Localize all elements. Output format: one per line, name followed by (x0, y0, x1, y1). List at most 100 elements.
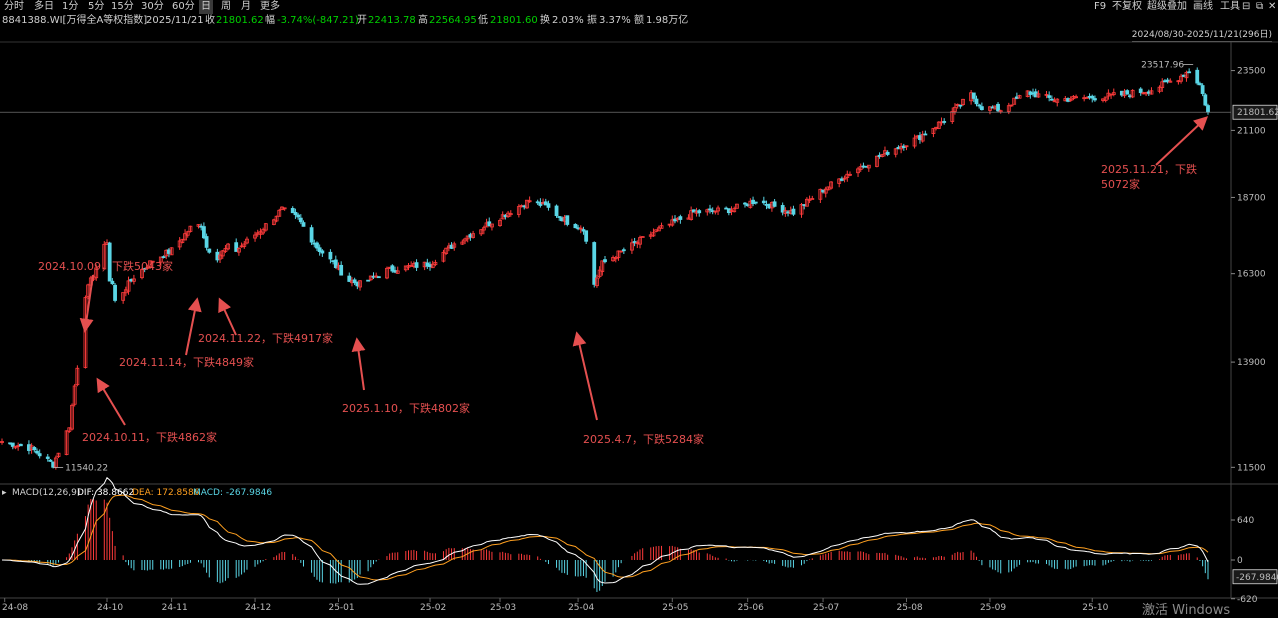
candle-body (226, 243, 231, 250)
candle-body (430, 263, 435, 269)
macd-current-box (1232, 569, 1278, 585)
candle-body (592, 242, 597, 285)
candle-body (638, 237, 642, 245)
candle-body (953, 106, 957, 112)
candle-body (856, 168, 860, 174)
x-tick-label-6: 25-03 (490, 603, 516, 613)
candle-body (479, 229, 484, 235)
candle-body (223, 248, 228, 252)
candle-body (390, 265, 395, 272)
toolbar-right-item-2[interactable]: 超级叠加 (1147, 1, 1187, 12)
candle-body (603, 259, 607, 263)
candle-body (837, 178, 842, 184)
candle-body (1017, 95, 1022, 99)
candle-body (376, 276, 381, 279)
x-tick-label-13: 25-10 (1082, 603, 1108, 613)
candle-body (823, 188, 828, 194)
period-tab-1[interactable]: 多日 (34, 1, 54, 12)
candle-body (565, 215, 570, 225)
candle-body (1090, 95, 1095, 99)
candle-body (920, 134, 925, 142)
candle-body (1093, 98, 1097, 101)
candle-body (32, 447, 37, 451)
candle-body (18, 443, 23, 447)
candle-body (107, 242, 112, 282)
candle-body (196, 224, 201, 227)
annotation-arrow-0 (79, 274, 94, 333)
candle-body (169, 247, 174, 256)
x-tick-label-3: 24-12 (245, 603, 271, 613)
period-tab-6[interactable]: 60分 (172, 1, 195, 12)
candle-body (13, 445, 18, 449)
candle-body (581, 229, 586, 232)
macd-current-label: -267.9846 (1236, 573, 1278, 583)
dea-line (2, 494, 1209, 581)
candle-body (858, 166, 863, 170)
candle-body (201, 226, 206, 239)
period-tab-0[interactable]: 分时 (4, 1, 24, 12)
macd-value-label: MACD: -267.9846 (193, 488, 273, 498)
period-tab-7[interactable]: 日 (199, 0, 213, 14)
candle-body (1168, 80, 1173, 83)
toolbar-right-item-3[interactable]: 画线 (1193, 1, 1213, 12)
candle-body (298, 217, 303, 223)
macd-histogram (9, 498, 1209, 592)
candle-body (600, 260, 605, 272)
candle-body (554, 205, 559, 216)
period-tab-10[interactable]: 更多 (260, 1, 280, 12)
candle-body (10, 442, 15, 447)
period-tab-5[interactable]: 30分 (141, 1, 164, 12)
candle-body (317, 247, 322, 253)
amplitude-label: 振 (587, 15, 597, 26)
close-value: 21801.62 (216, 15, 264, 26)
candle-body (1049, 98, 1054, 101)
amount-label: 额 (634, 15, 644, 26)
candle-body (621, 249, 626, 252)
y-tick-label-0: 23500 (1237, 67, 1266, 77)
close-icon[interactable]: ✕ (1268, 1, 1277, 12)
restore-icon[interactable]: ⧉ (1256, 1, 1264, 12)
x-tick-label-10: 25-07 (813, 603, 839, 613)
candle-body (508, 213, 513, 216)
period-tab-2[interactable]: 1分 (62, 1, 79, 12)
candle-body (309, 227, 314, 243)
macd-toggle-icon[interactable]: ▸ (2, 488, 7, 498)
turnover-label: 换 (540, 15, 550, 26)
annotation-text-0: 2024.10.09，下跌5043家 (38, 259, 173, 273)
period-tab-8[interactable]: 周 (221, 1, 231, 12)
period-tab-3[interactable]: 5分 (88, 1, 105, 12)
candle-body (185, 231, 190, 236)
minimize-icon[interactable]: ⊟ (1242, 1, 1251, 12)
candle-body (347, 275, 352, 282)
candle-body (352, 279, 357, 284)
candle-body (1206, 105, 1210, 113)
candle-body (748, 200, 753, 208)
change-value: -3.74%(-847.21) (277, 15, 359, 26)
toolbar-right-item-1[interactable]: 不复权 (1112, 1, 1142, 12)
period-tab-9[interactable]: 月 (241, 1, 251, 12)
candle-body (142, 268, 147, 270)
candle-body (207, 248, 212, 253)
candle-body (471, 233, 475, 238)
period-tab-4[interactable]: 15分 (111, 1, 134, 12)
candle-body (597, 269, 602, 277)
candle-body (0, 441, 4, 443)
candle-body (1195, 69, 1200, 84)
candle-body (261, 229, 266, 234)
candle-body (842, 177, 847, 180)
candle-body (296, 214, 301, 218)
amount-value: 1.98万亿 (646, 15, 689, 26)
candle-body (463, 238, 467, 242)
candle-body (640, 236, 645, 238)
candle-body (772, 201, 777, 207)
candle-body (1184, 72, 1189, 79)
candle-body (204, 236, 209, 248)
candle-body (180, 238, 185, 243)
candle-body (282, 207, 287, 210)
candle-body (145, 266, 150, 269)
candle-body (220, 250, 225, 257)
candle-body (630, 242, 634, 251)
toolbar-right-item-0[interactable]: F9 (1094, 1, 1107, 12)
toolbar-right-item-4[interactable]: 工具 (1220, 1, 1240, 12)
